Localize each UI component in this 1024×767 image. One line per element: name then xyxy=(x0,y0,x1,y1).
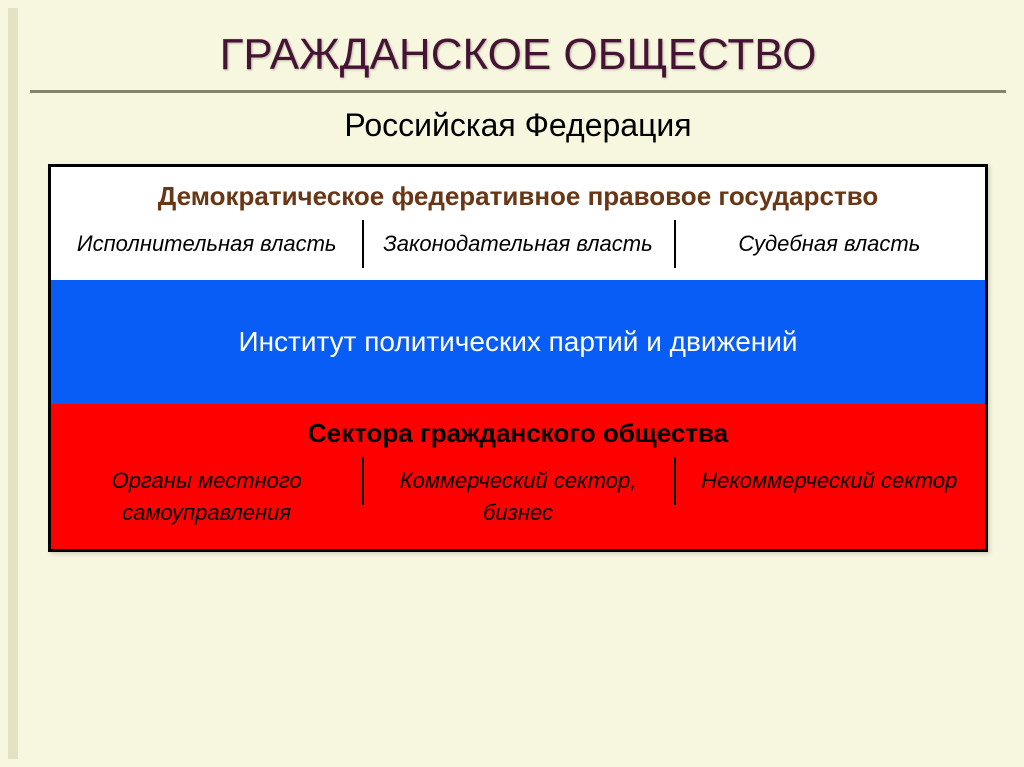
slide: ГРАЖДАНСКОЕ ОБЩЕСТВО Российская Федераци… xyxy=(30,30,1006,552)
white-heading: Демократическое федеративное правовое го… xyxy=(51,167,985,220)
slide-subtitle: Российская Федерация xyxy=(344,107,691,144)
blue-text: Институт политических партий и движений xyxy=(51,280,985,404)
title-underline xyxy=(30,90,1006,93)
red-columns: Органы местного самоуправления Коммерчес… xyxy=(51,457,985,549)
slide-title: ГРАЖДАНСКОЕ ОБЩЕСТВО xyxy=(220,30,817,80)
white-col-executive: Исполнительная власть xyxy=(51,220,362,280)
flag-table: Демократическое федеративное правовое го… xyxy=(48,164,988,552)
white-col-legislative: Законодательная власть xyxy=(362,220,673,280)
red-heading: Сектора гражданского общества xyxy=(51,404,985,457)
red-col-commercial: Коммерческий сектор, бизнес xyxy=(362,457,673,549)
red-col-local-gov: Органы местного самоуправления xyxy=(51,457,362,549)
accent-bar xyxy=(8,8,18,759)
stripe-blue: Институт политических партий и движений xyxy=(51,280,985,404)
white-col-judicial: Судебная власть xyxy=(674,220,985,280)
white-columns: Исполнительная власть Законодательная вл… xyxy=(51,220,985,280)
red-col-noncommercial: Некоммерческий сектор xyxy=(674,457,985,549)
stripe-red: Сектора гражданского общества Органы мес… xyxy=(51,404,985,549)
stripe-white: Демократическое федеративное правовое го… xyxy=(51,167,985,280)
